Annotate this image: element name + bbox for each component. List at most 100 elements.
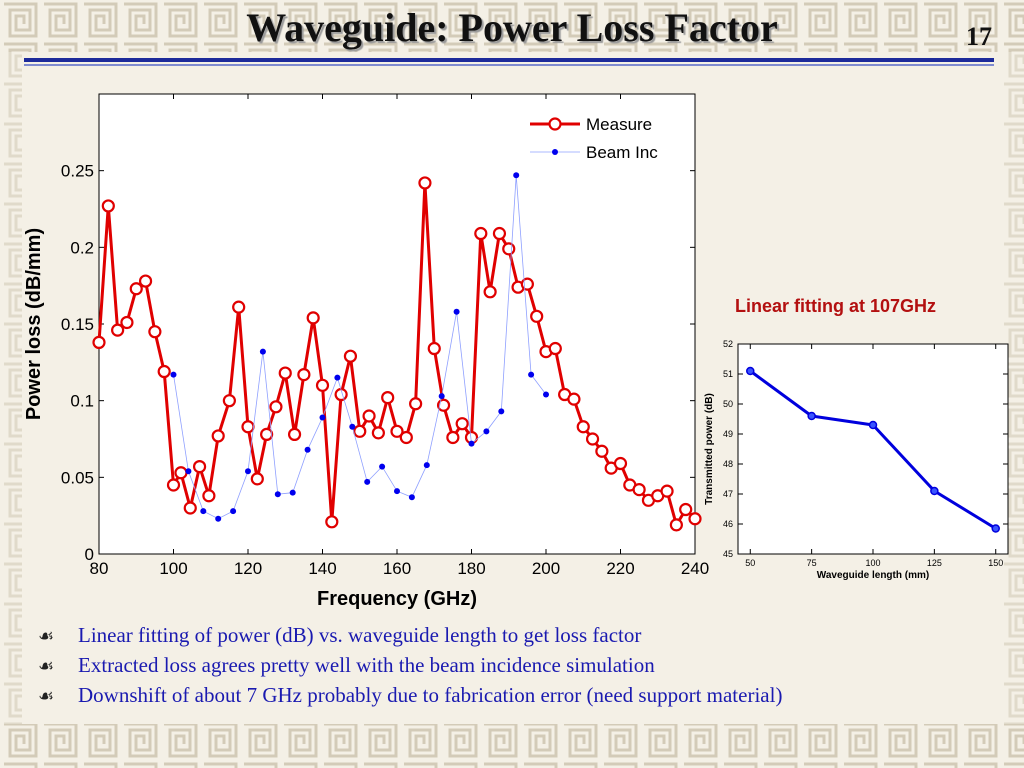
x-tick-label: 180 [457, 559, 485, 578]
data-point [120, 315, 134, 330]
data-point [362, 409, 376, 423]
power-loss-chart: 80 100 120 140 160 180 200 220 240 0 0.05 0.1 0.15 0.… [23, 93, 709, 610]
data-point [148, 325, 162, 339]
data-point [492, 226, 507, 241]
data-point [543, 391, 549, 398]
data-point [211, 429, 225, 443]
y-tick-label: 50 [723, 399, 733, 409]
x-tick-label: 75 [807, 558, 817, 568]
data-point [241, 420, 255, 434]
inset-caption: Linear fitting at 107GHz [735, 296, 937, 316]
bullet-text: Linear fitting of power (dB) vs. wavegui… [78, 623, 642, 647]
data-point [513, 172, 520, 179]
x-tick-label: 140 [308, 559, 336, 578]
data-point [438, 393, 445, 400]
x-tick-label: 120 [234, 559, 262, 578]
data-point [381, 391, 395, 405]
y-tick-label: 0 [85, 545, 94, 564]
data-point [530, 309, 544, 323]
y-tick-label: 51 [723, 369, 733, 379]
data-point [306, 311, 320, 325]
y-tick-label: 48 [723, 459, 733, 469]
x-axis-label: Waveguide length (mm) [817, 570, 929, 581]
data-point [613, 456, 628, 471]
data-point [868, 420, 878, 430]
bullet-text: Extracted loss agrees pretty well with t… [78, 653, 655, 677]
data-point [930, 486, 939, 496]
x-tick-label: 150 [988, 558, 1003, 568]
legend-marker [548, 117, 562, 131]
data-point [129, 282, 143, 296]
data-point [287, 427, 302, 441]
y-axis-label: Power loss (dB/mm) [23, 228, 45, 420]
data-point [334, 374, 341, 381]
data-point [269, 400, 283, 414]
data-point [259, 348, 266, 355]
data-point [436, 398, 451, 412]
data-point [991, 524, 1000, 533]
y-tick-label: 47 [723, 489, 733, 499]
plot-area [737, 343, 1009, 555]
data-point [138, 274, 153, 288]
data-point [427, 341, 441, 356]
data-point [260, 427, 274, 441]
x-tick-label: 220 [606, 559, 634, 578]
bullet-item: ☙ Extracted loss agrees pretty well with … [38, 650, 782, 680]
data-point [567, 392, 581, 406]
x-tick-label: 80 [90, 559, 109, 578]
bullet-icon: ☙ [38, 686, 55, 706]
legend-marker [552, 149, 558, 155]
data-point [157, 364, 171, 379]
data-point [111, 323, 125, 337]
data-point [595, 444, 609, 458]
data-point [215, 515, 222, 522]
y-tick-label: 46 [723, 519, 733, 529]
data-point [183, 501, 197, 515]
bullet-item: ☙ Downshift of about 7 GHz probably due t… [38, 680, 782, 710]
legend-label: Beam Inc [586, 143, 658, 162]
series-line-2 [173, 175, 547, 520]
data-point [585, 432, 600, 446]
y-axis-label: Transmitted power (dB) [704, 393, 715, 505]
data-point [353, 424, 367, 438]
data-point [423, 462, 430, 469]
data-point [200, 508, 207, 515]
data-point [297, 368, 311, 382]
y-tick-label: 0.25 [61, 162, 94, 181]
data-point [455, 417, 469, 431]
data-point [807, 411, 816, 421]
data-point [325, 515, 339, 529]
data-point [468, 440, 475, 447]
bullet-icon: ☙ [38, 626, 55, 646]
data-point [632, 483, 646, 497]
data-point [746, 366, 755, 376]
data-point [222, 394, 236, 408]
data-point [92, 335, 106, 349]
bullet-item: ☙ Linear fitting of power (dB) vs. wavegu… [38, 620, 782, 650]
bullet-icon: ☙ [38, 656, 55, 676]
legend-box [524, 108, 689, 164]
data-point [278, 366, 292, 380]
data-point [202, 489, 216, 503]
x-tick-label: 240 [681, 559, 709, 578]
legend-label: Measure [586, 115, 652, 134]
y-tick-label: 52 [723, 339, 733, 349]
data-point [101, 199, 115, 213]
y-tick-label: 0.1 [70, 392, 94, 411]
data-point [349, 423, 356, 430]
x-axis-label: Frequency (GHz) [317, 588, 477, 610]
y-tick-label: 0.2 [70, 238, 94, 257]
x-tick-label: 160 [383, 559, 411, 578]
data-point [319, 414, 326, 421]
data-point [483, 428, 490, 435]
slide-number: 17 [966, 22, 992, 51]
data-point [688, 512, 702, 526]
y-tick-label: 0.15 [61, 315, 94, 334]
data-point [185, 468, 192, 475]
data-point [166, 478, 181, 492]
data-point [230, 508, 237, 515]
data-point [528, 371, 535, 378]
data-point [192, 460, 207, 474]
data-point [315, 378, 330, 392]
data-point [304, 446, 311, 453]
